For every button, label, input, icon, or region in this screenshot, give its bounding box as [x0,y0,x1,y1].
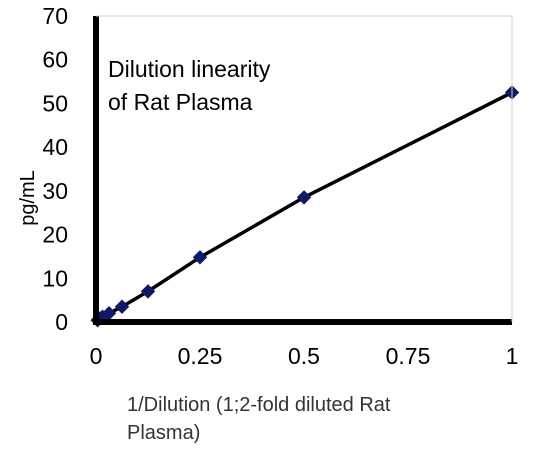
y-tick-label: 50 [42,90,68,116]
x-tick-label: 0.25 [178,343,223,369]
data-point-marker [192,250,208,265]
data-point-marker [140,284,156,299]
x-tick-label: 1 [506,343,519,369]
series-line [96,90,513,322]
x-tick-label: 0.5 [288,343,320,369]
data-point-marker [296,190,312,205]
axes [93,15,513,325]
y-tick-label: 10 [42,265,68,291]
y-tick-label: 70 [42,3,68,29]
y-tick-label: 60 [42,47,68,73]
y-axis-label: pg/mL [17,170,39,226]
x-axis-label-line-1: 1/Dilution (1;2-fold diluted Rat [127,394,391,416]
y-tick-labels: 0 10 20 30 40 50 60 70 [42,3,68,335]
y-tick-label: 30 [42,178,68,204]
plot-lines [96,90,513,322]
y-tick-label: 40 [42,134,68,160]
x-tick-label: 0 [90,343,103,369]
x-axis-label-line-2: Plasma) [127,422,200,444]
y-tick-label: 20 [42,222,68,248]
x-tick-label: 0.75 [386,343,431,369]
chart-title-line-2: of Rat Plasma [108,89,253,115]
y-tick-label: 0 [55,309,68,335]
chart-title-line-1: Dilution linearity [108,56,271,82]
data-point-marker [114,299,130,314]
x-tick-labels: 0 0.25 0.5 0.75 1 [90,343,519,369]
